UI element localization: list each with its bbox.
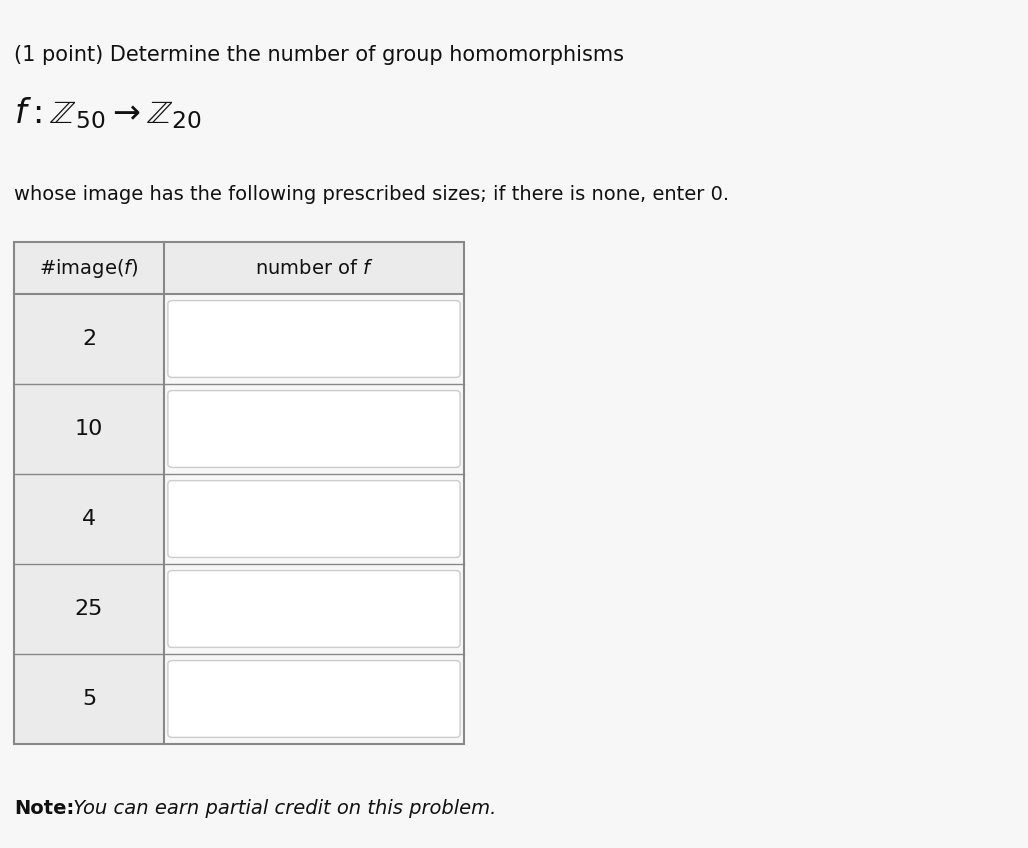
Text: #image($f$): #image($f$) xyxy=(39,256,139,280)
Text: Note:: Note: xyxy=(14,799,74,818)
Text: 25: 25 xyxy=(75,599,103,619)
Text: 4: 4 xyxy=(82,509,96,529)
Text: whose image has the following prescribed sizes; if there is none, enter 0.: whose image has the following prescribed… xyxy=(14,185,729,204)
Text: 2: 2 xyxy=(82,329,96,349)
Text: You can earn partial credit on this problem.: You can earn partial credit on this prob… xyxy=(68,799,497,818)
Text: number of $f$: number of $f$ xyxy=(255,259,373,277)
Text: (1 point) Determine the number of group homomorphisms: (1 point) Determine the number of group … xyxy=(14,45,624,65)
Text: 10: 10 xyxy=(75,419,103,439)
Text: 5: 5 xyxy=(82,689,97,709)
Text: $f : \mathbb{Z}_{50} \rightarrow \mathbb{Z}_{20}$: $f : \mathbb{Z}_{50} \rightarrow \mathbb… xyxy=(14,95,203,131)
